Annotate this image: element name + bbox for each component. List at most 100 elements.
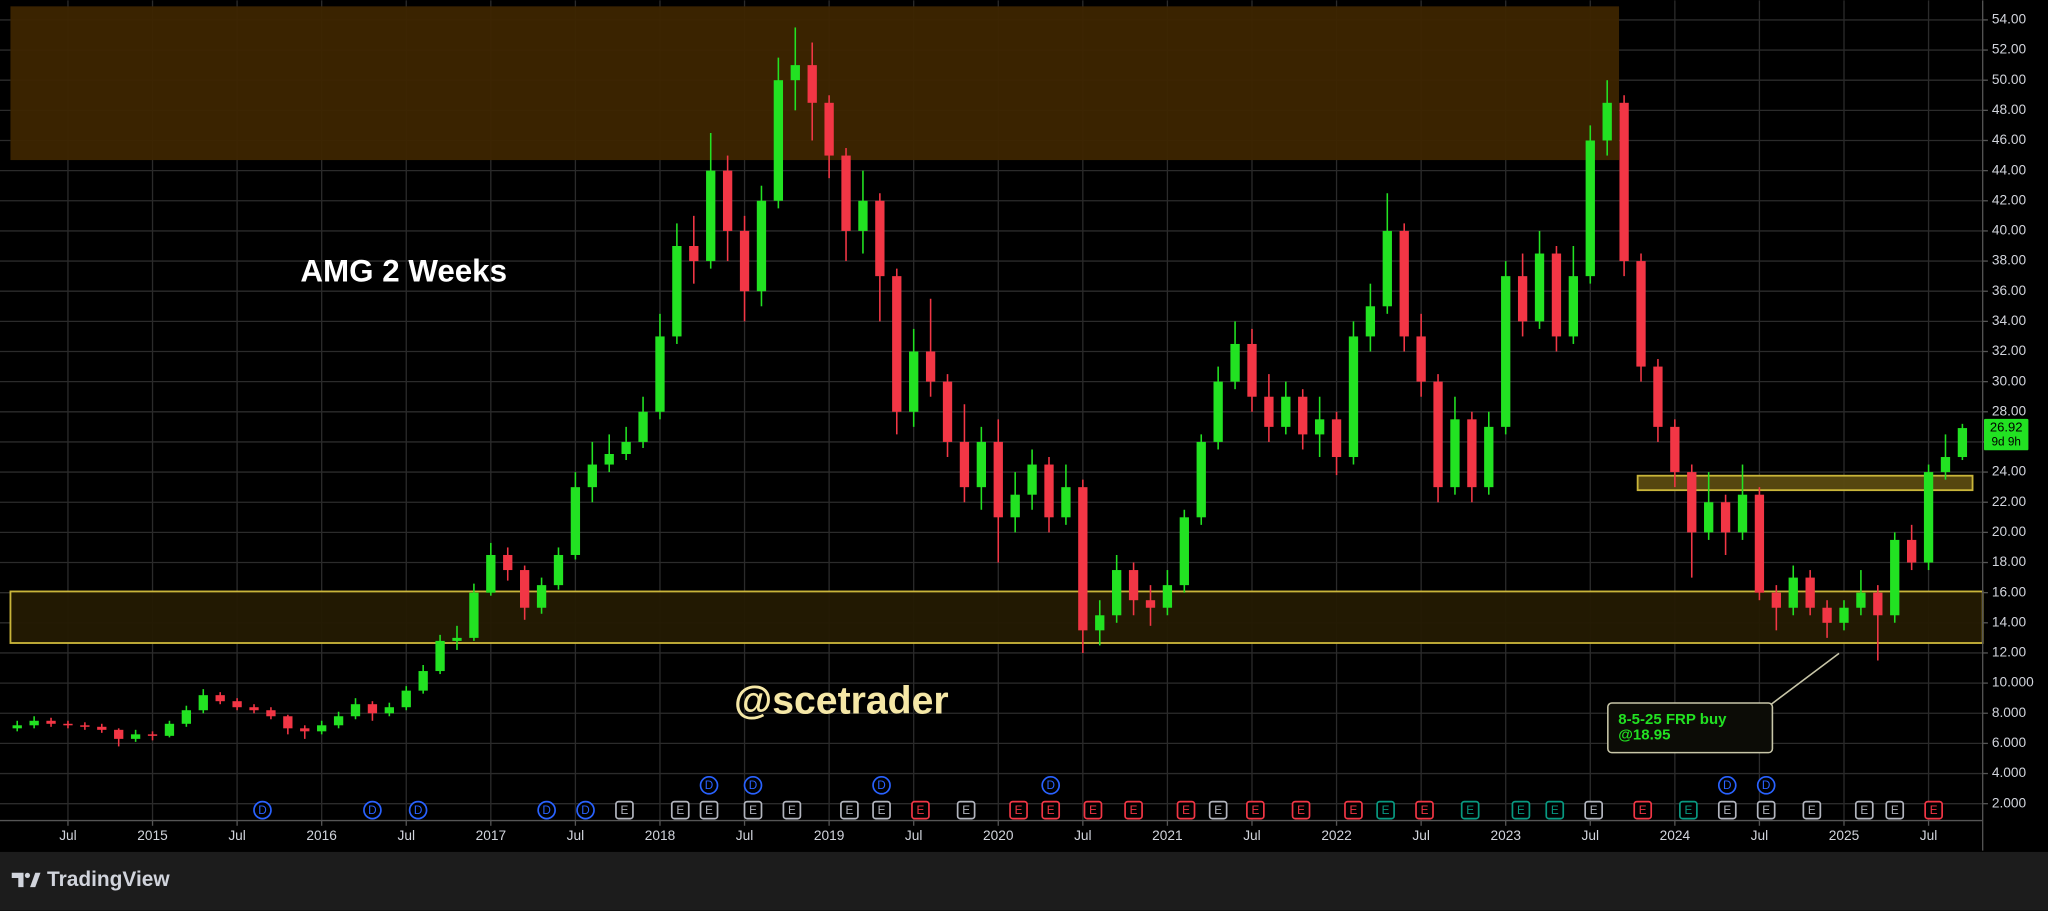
dividend-marker xyxy=(408,800,428,820)
dividend-marker xyxy=(537,800,556,820)
candle-body xyxy=(1670,426,1680,473)
zone xyxy=(9,590,1984,644)
candle-body xyxy=(1162,585,1173,608)
candle-body xyxy=(401,690,411,708)
candle-body xyxy=(1078,487,1088,631)
candle-body xyxy=(249,707,259,711)
candle-body xyxy=(97,726,107,730)
earnings-marker xyxy=(1802,800,1822,820)
earnings-marker xyxy=(1176,800,1196,820)
y-tick-label: 48.00 xyxy=(1992,102,2027,117)
candle-body xyxy=(1112,570,1122,616)
candle-body xyxy=(570,487,581,555)
candle-body xyxy=(689,245,699,262)
candle-body xyxy=(1890,539,1900,616)
candle-body xyxy=(621,441,631,454)
candle-body xyxy=(909,351,919,412)
candle-body xyxy=(1010,494,1020,518)
candle-body xyxy=(266,710,276,717)
candle-body xyxy=(722,170,733,231)
candle-body xyxy=(942,381,953,442)
candle-body xyxy=(1247,343,1257,397)
candle-body xyxy=(1923,472,1934,563)
candle-body xyxy=(486,554,496,593)
candle-body xyxy=(215,695,225,702)
candle-body xyxy=(824,102,834,156)
candle-body xyxy=(706,170,716,262)
dividend-marker xyxy=(699,775,719,795)
y-tick-label: 6.000 xyxy=(1992,735,2027,750)
earnings-marker xyxy=(911,800,930,820)
dividend-marker xyxy=(1717,775,1737,795)
logo-part xyxy=(11,872,24,888)
event-label: E xyxy=(1590,804,1598,817)
earnings-marker xyxy=(1208,800,1228,820)
candle-body xyxy=(1196,441,1206,518)
candle-body xyxy=(1534,253,1545,322)
candle-body xyxy=(46,720,56,724)
zone xyxy=(1636,474,1974,492)
last-price-label: 26.92 xyxy=(1990,420,2023,435)
y-tick-label: 16.00 xyxy=(1992,584,2027,599)
candle-body xyxy=(1585,140,1595,277)
candle-body xyxy=(756,200,767,292)
y-tick-label: 46.00 xyxy=(1992,132,2027,147)
event-label: E xyxy=(1350,804,1358,817)
earnings-marker xyxy=(1511,800,1531,820)
x-tick-label: Jul xyxy=(228,828,246,843)
candle-body xyxy=(367,704,378,714)
y-tick-label: 4.000 xyxy=(1992,765,2027,780)
candle-body xyxy=(1856,592,1866,608)
y-tick-label: 54.00 xyxy=(1992,12,2027,27)
event-label: E xyxy=(621,804,629,817)
candle-body xyxy=(1348,336,1359,458)
candle-body xyxy=(1771,592,1781,608)
candle-body xyxy=(147,734,158,736)
dividend-marker xyxy=(253,800,272,820)
candle-body xyxy=(1704,502,1714,533)
last-price-box xyxy=(1984,418,2029,451)
candle-body xyxy=(469,592,479,638)
earnings-marker xyxy=(1415,800,1434,820)
footer-bar xyxy=(0,851,2048,911)
event-label: E xyxy=(1762,804,1770,817)
y-tick-label: 40.00 xyxy=(1992,223,2027,238)
earnings-marker xyxy=(1545,800,1565,820)
candle-body xyxy=(1467,419,1477,488)
x-tick-label: 2017 xyxy=(476,828,506,843)
candle-body xyxy=(1331,419,1342,458)
candle-body xyxy=(520,570,530,608)
event-label: D xyxy=(542,804,551,817)
y-tick-label: 28.00 xyxy=(1992,403,2027,418)
callout-box xyxy=(1607,702,1774,754)
candle-body xyxy=(1517,276,1528,322)
y-tick-label: 38.00 xyxy=(1992,253,2027,268)
candle-body xyxy=(384,707,394,714)
event-label: E xyxy=(1891,804,1899,817)
candle-body xyxy=(435,640,445,672)
earnings-marker xyxy=(615,800,634,820)
x-tick-label: 2015 xyxy=(137,828,168,843)
y-tick-label: 34.00 xyxy=(1992,313,2027,328)
candle-body xyxy=(841,155,851,231)
earnings-marker xyxy=(1679,800,1698,820)
x-tick-label: Jul xyxy=(59,828,77,843)
event-label: E xyxy=(749,804,757,817)
candle-body xyxy=(875,200,885,277)
candle-body xyxy=(503,554,513,571)
dividend-marker xyxy=(743,775,763,795)
candle-body xyxy=(1281,396,1291,427)
candle-body xyxy=(1128,570,1139,601)
candle-body xyxy=(604,453,614,465)
earnings-marker xyxy=(1291,800,1311,820)
y-tick-label: 42.00 xyxy=(1992,192,2027,207)
event-label: E xyxy=(1723,804,1731,817)
earnings-marker xyxy=(1854,800,1874,820)
candle-body xyxy=(1264,396,1274,427)
candle-body xyxy=(1298,396,1308,435)
event-label: E xyxy=(1808,804,1816,817)
earnings-marker xyxy=(670,800,690,820)
earnings-marker xyxy=(1083,800,1103,820)
countdown-label: 9d 9h xyxy=(1992,436,2021,449)
